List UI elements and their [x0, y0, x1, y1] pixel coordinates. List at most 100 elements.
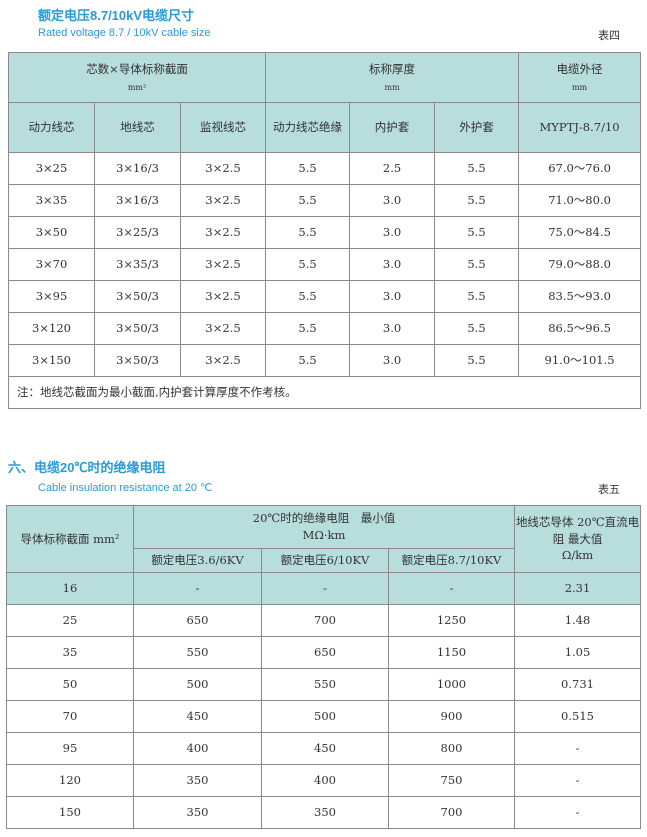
table-cell: 5.5: [434, 152, 520, 185]
table-cell: 3×120: [8, 312, 95, 345]
column-header: 监视线芯: [179, 102, 267, 153]
table5-tag: 表五: [598, 483, 620, 496]
table-cell: 3.0: [349, 312, 436, 345]
table-cell: 91.0～101.5: [518, 344, 642, 377]
table-cell: 3×2.5: [179, 216, 267, 249]
column-header: MYPTJ-8.7/10: [518, 102, 642, 153]
table-cell: -: [261, 572, 389, 605]
column-header: 动力线芯绝缘: [265, 102, 351, 153]
table-cell: 0.515: [514, 700, 642, 733]
table-cell: 3×2.5: [179, 248, 267, 281]
table-cell: 5.5: [434, 248, 520, 281]
table-cell: 2.31: [514, 572, 642, 605]
header-thickness: 标称厚度 mm: [265, 52, 520, 103]
column-header: 动力线芯: [8, 102, 95, 153]
table-cell: 3×70: [8, 248, 95, 281]
table-cell: 5.5: [265, 216, 351, 249]
table-cell: 3.0: [349, 184, 436, 217]
table-cell: 71.0～80.0: [518, 184, 642, 217]
table-cell: 35: [6, 636, 134, 669]
table-row: 120 350 400 750-: [6, 764, 642, 797]
table-cell: 5.5: [265, 280, 351, 313]
table4-tag: 表四: [598, 29, 620, 42]
section6-title: 六、电缆20℃时的绝缘电阻: [8, 460, 166, 475]
table-cell: -: [514, 796, 642, 829]
table-cell: -: [514, 764, 642, 797]
table-row: 95 400 450 800-: [6, 732, 642, 765]
column-header: 额定电压8.7/10KV: [387, 548, 516, 573]
table-note: 注：地线芯截面为最小截面,内护套计算厚度不作考核。: [7, 376, 642, 409]
table-cell: 3.0: [349, 280, 436, 313]
table-cell: 5.5: [434, 312, 520, 345]
table-cell: 5.5: [434, 216, 520, 249]
table-cell: 5.5: [434, 184, 520, 217]
cable-size-table: 芯数×导体标称截面 mm² 标称厚度 mm 电缆外径 mm 动力线芯 地线芯 监视线芯 动力…: [7, 52, 642, 409]
table-cell: 70: [6, 700, 134, 733]
table-cell: 3×2.5: [179, 184, 267, 217]
table-row: 3×70 3×35/3 3×2.5 5.5 3.0 5.5 79.0～88.0: [8, 248, 642, 281]
table-cell: 5.5: [265, 152, 351, 185]
header-section: 导体标称截面 mm²: [6, 505, 134, 573]
section6-subtitle: Cable insulation resistance at 20 ℃: [38, 482, 213, 494]
table-cell: 550: [261, 668, 389, 701]
table-cell: 2.5: [349, 152, 436, 185]
table-cell: 83.5～93.0: [518, 280, 642, 313]
table-cell: 16: [6, 572, 134, 605]
table-cell: 1150: [387, 636, 516, 669]
table-cell: 0.731: [514, 668, 642, 701]
table-cell: 3×16/3: [94, 184, 181, 217]
table-cell: 79.0～88.0: [518, 248, 642, 281]
header-dc-resistance: 地线芯导体 20℃直流电阻 最大值 Ω/km: [514, 505, 642, 573]
table-cell: 500: [261, 700, 389, 733]
table-cell: 550: [133, 636, 262, 669]
insulation-resistance-table: 导体标称截面 mm² 20℃时的绝缘电阻 最小值 MΩ·km 地线芯导体 20℃直…: [6, 505, 642, 829]
table-cell: 3×25: [8, 152, 95, 185]
table-cell: 350: [133, 796, 262, 829]
table-cell: 700: [261, 604, 389, 637]
header-cores: 芯数×导体标称截面 mm²: [7, 52, 267, 103]
table-row: 70 450 500 900 0.515: [6, 700, 642, 733]
table-cell: 3×35: [8, 184, 95, 217]
table-cell: -: [514, 732, 642, 765]
table-cell: 3.0: [349, 248, 436, 281]
table-cell: 750: [387, 764, 516, 797]
table-cell: 700: [387, 796, 516, 829]
table-cell: 400: [133, 732, 262, 765]
table-cell: 3.0: [349, 344, 436, 377]
table-cell: 350: [261, 796, 389, 829]
table-cell: 5.5: [434, 344, 520, 377]
table-cell: 650: [133, 604, 262, 637]
table-cell: 5.5: [434, 280, 520, 313]
table-cell: 350: [133, 764, 262, 797]
table-cell: 5.5: [265, 248, 351, 281]
table-cell: 3×50: [8, 216, 95, 249]
table-cell: 3×35/3: [94, 248, 181, 281]
table-cell: 450: [133, 700, 262, 733]
table-cell: 1.05: [514, 636, 642, 669]
table-cell: 50: [6, 668, 134, 701]
table-cell: 5.5: [265, 344, 351, 377]
table-cell: 1250: [387, 604, 516, 637]
header-diameter: 电缆外径 mm: [518, 52, 642, 103]
table-cell: 1.48: [514, 604, 642, 637]
column-header: 地线芯: [94, 102, 181, 153]
column-header: 额定电压6/10KV: [261, 548, 389, 573]
table-cell: 3×2.5: [179, 312, 267, 345]
table-cell: 650: [261, 636, 389, 669]
table-row: 35 550 650 1150 1.05: [6, 636, 642, 669]
table-cell: 75.0～84.5: [518, 216, 642, 249]
table-cell: 3×16/3: [94, 152, 181, 185]
header-insulation: 20℃时的绝缘电阻 最小值 MΩ·km: [132, 505, 516, 549]
column-header: 内护套: [349, 102, 436, 153]
section4-title: 额定电压8.7/10kV电缆尺寸: [38, 8, 195, 23]
table-row: 3×120 3×50/3 3×2.5 5.5 3.0 5.5 86.5～96.5: [8, 312, 642, 345]
table-row: 3×35 3×16/3 3×2.5 5.5 3.0 5.5 71.0～80.0: [8, 184, 642, 217]
table-cell: 95: [6, 732, 134, 765]
table-cell: 3×50/3: [94, 344, 181, 377]
table-row: 50 500 550 1000 0.731: [6, 668, 642, 701]
section4-subtitle: Rated voltage 8.7 / 10kV cable size: [38, 27, 211, 39]
table-cell: 25: [6, 604, 134, 637]
table-cell: 3.0: [349, 216, 436, 249]
table-cell: 3×2.5: [179, 152, 267, 185]
table-row: 3×25 3×16/3 3×2.5 5.5 2.5 5.5 67.0～76.0: [8, 152, 642, 185]
